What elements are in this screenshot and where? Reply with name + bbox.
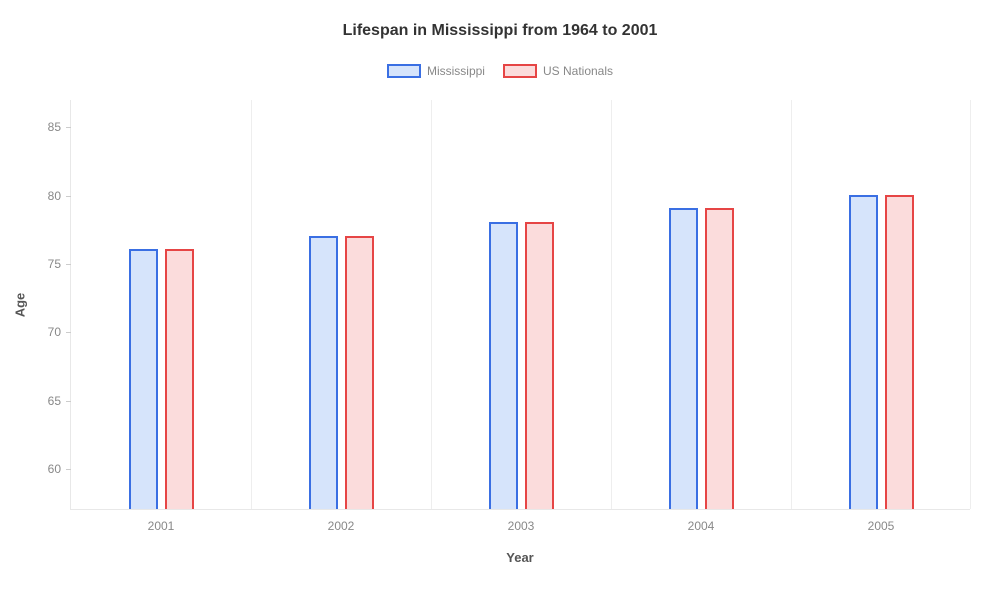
y-tick-mark xyxy=(66,196,71,197)
y-tick-mark xyxy=(66,264,71,265)
gridline xyxy=(791,100,792,509)
bar[interactable] xyxy=(525,222,554,509)
chart-title: Lifespan in Mississippi from 1964 to 200… xyxy=(0,0,1000,40)
bar[interactable] xyxy=(705,208,734,509)
bar[interactable] xyxy=(489,222,518,509)
legend-label: Mississippi xyxy=(427,64,485,78)
bar[interactable] xyxy=(345,236,374,509)
bar[interactable] xyxy=(849,195,878,509)
y-axis-title: Age xyxy=(13,293,28,318)
y-tick-mark xyxy=(66,469,71,470)
y-tick-mark xyxy=(66,332,71,333)
legend-item[interactable]: US Nationals xyxy=(503,64,613,78)
bar[interactable] xyxy=(669,208,698,509)
plot-area: 60657075808520012002200320042005 xyxy=(70,100,970,510)
x-tick-label: 2004 xyxy=(688,509,715,533)
x-axis-title: Year xyxy=(506,550,533,565)
x-tick-label: 2001 xyxy=(148,509,175,533)
y-tick-mark xyxy=(66,401,71,402)
legend-swatch xyxy=(387,64,421,78)
bar[interactable] xyxy=(165,249,194,509)
gridline xyxy=(970,100,971,509)
gridline xyxy=(611,100,612,509)
gridline xyxy=(251,100,252,509)
bar[interactable] xyxy=(885,195,914,509)
bar[interactable] xyxy=(129,249,158,509)
legend-swatch xyxy=(503,64,537,78)
x-tick-label: 2005 xyxy=(868,509,895,533)
legend-item[interactable]: Mississippi xyxy=(387,64,485,78)
x-tick-label: 2003 xyxy=(508,509,535,533)
x-tick-label: 2002 xyxy=(328,509,355,533)
bar[interactable] xyxy=(309,236,338,509)
legend-label: US Nationals xyxy=(543,64,613,78)
chart-container: Lifespan in Mississippi from 1964 to 200… xyxy=(0,0,1000,600)
chart-legend: Mississippi US Nationals xyxy=(0,64,1000,78)
y-tick-mark xyxy=(66,127,71,128)
gridline xyxy=(431,100,432,509)
